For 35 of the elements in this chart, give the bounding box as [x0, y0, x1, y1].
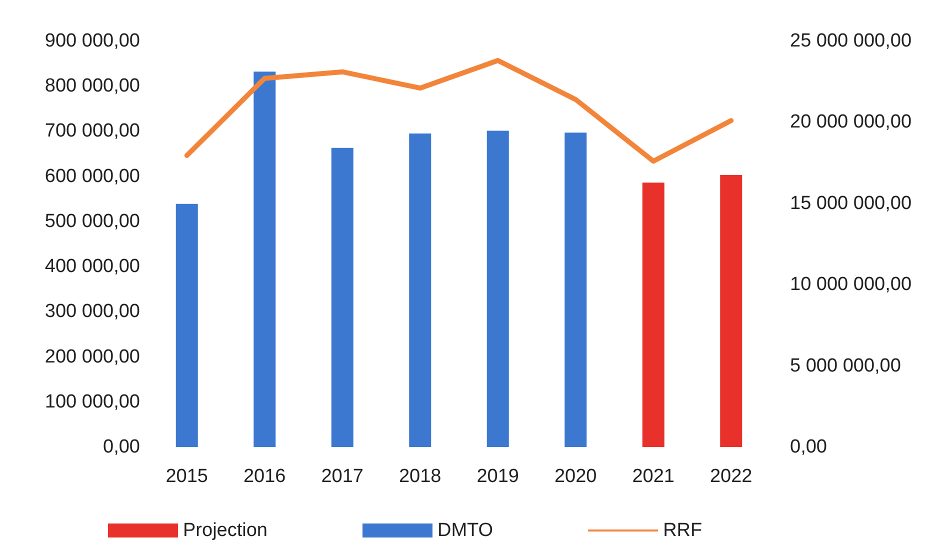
x-tick-label: 2018 [398, 466, 442, 487]
bar [176, 204, 198, 447]
legend-label: DMTO [437, 520, 494, 541]
bar [254, 72, 276, 447]
x-tick-label: 2017 [321, 466, 364, 487]
bar [720, 174, 742, 447]
bar [409, 133, 432, 447]
bar [486, 130, 509, 447]
y2-tick-label: 20 000 000,00 [790, 112, 912, 133]
x-tick-label: 2015 [166, 466, 208, 487]
y2-tick-label: 0,00 [790, 436, 827, 458]
legend-label: Projection [183, 520, 268, 541]
y-tick-label: 500 000,00 [44, 210, 140, 232]
bar [331, 148, 354, 447]
y2-tick-label: 5 000 000,00 [790, 355, 901, 376]
y-tick-label: 900 000,00 [44, 30, 140, 52]
y-tick-label: 100 000,00 [44, 391, 140, 412]
y-tick-label: 200 000,00 [44, 346, 140, 368]
y2-tick-label: 25 000 000,00 [790, 30, 912, 52]
x-tick-label: 2022 [710, 466, 752, 487]
y-tick-label: 0,00 [103, 436, 140, 458]
x-tick-label: 2021 [632, 466, 675, 487]
bar [564, 132, 587, 447]
bar [642, 182, 664, 447]
y-tick-label: 400 000,00 [44, 256, 140, 278]
x-tick-label: 2020 [554, 466, 597, 487]
y2-tick-label: 15 000 000,00 [790, 192, 912, 214]
y2-tick-label: 10 000 000,00 [790, 274, 912, 296]
y-tick-label: 600 000,00 [44, 166, 140, 187]
y-tick-label: 300 000,00 [44, 301, 140, 322]
legend-label: RRF [663, 520, 702, 541]
y-tick-label: 700 000,00 [44, 120, 140, 142]
x-tick-label: 2019 [476, 466, 520, 487]
y-tick-label: 800 000,00 [44, 76, 140, 97]
x-tick-label: 2016 [243, 466, 286, 487]
